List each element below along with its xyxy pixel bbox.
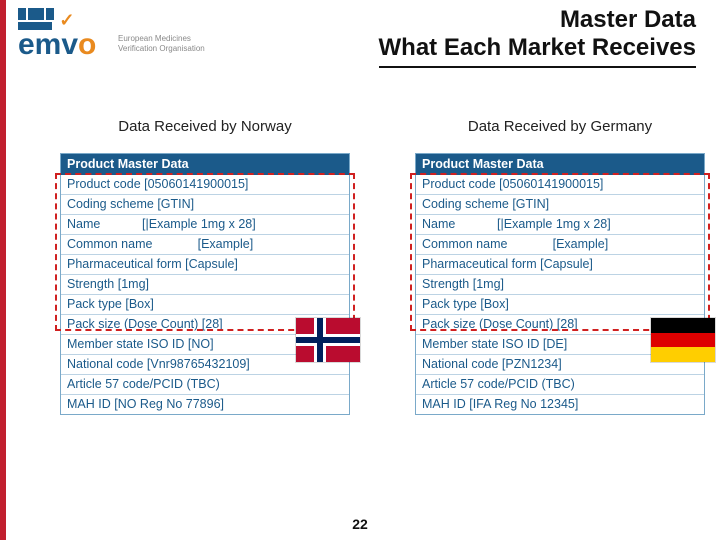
- emvo-logo: emv✓o European Medicines Verification Or…: [18, 8, 218, 68]
- column-germany: Data Received by Germany Product Master …: [415, 118, 705, 415]
- data-row: Common name [Example]: [61, 234, 349, 254]
- data-row: Pharmaceutical form [Capsule]: [61, 254, 349, 274]
- slide-title: Master Data What Each Market Receives: [379, 6, 696, 68]
- data-row: Coding scheme [GTIN]: [416, 194, 704, 214]
- box-header-germany: Product Master Data: [416, 154, 704, 175]
- data-row: Name [|Example 1mg x 28]: [416, 214, 704, 234]
- left-red-bar: [0, 0, 6, 540]
- data-row: Strength [1mg]: [61, 274, 349, 294]
- title-line-2: What Each Market Receives: [379, 34, 696, 62]
- column-title-germany: Data Received by Germany: [415, 118, 705, 135]
- data-row: Name [|Example 1mg x 28]: [61, 214, 349, 234]
- data-row: MAH ID [IFA Reg No 12345]: [416, 394, 704, 414]
- logo-blue-bars: [18, 8, 54, 20]
- data-row: Product code [05060141900015]: [61, 175, 349, 194]
- data-row: Article 57 code/PCID (TBC): [416, 374, 704, 394]
- data-row: Product code [05060141900015]: [416, 175, 704, 194]
- flag-norway: [296, 318, 360, 362]
- logo-subtitle: European Medicines Verification Organisa…: [118, 34, 205, 54]
- data-row: MAH ID [NO Reg No 77896]: [61, 394, 349, 414]
- box-germany: Product Master Data Product code [050601…: [415, 153, 705, 415]
- data-row: Pack type [Box]: [416, 294, 704, 314]
- data-row: Pack type [Box]: [61, 294, 349, 314]
- data-row: Pharmaceutical form [Capsule]: [416, 254, 704, 274]
- data-row: Coding scheme [GTIN]: [61, 194, 349, 214]
- box-norway: Product Master Data Product code [050601…: [60, 153, 350, 415]
- data-row: Strength [1mg]: [416, 274, 704, 294]
- box-header-norway: Product Master Data: [61, 154, 349, 175]
- flag-germany: [651, 318, 715, 362]
- title-underline: [379, 66, 696, 68]
- data-row: Common name [Example]: [416, 234, 704, 254]
- column-norway: Data Received by Norway Product Master D…: [60, 118, 350, 415]
- column-title-norway: Data Received by Norway: [60, 118, 350, 135]
- title-line-1: Master Data: [379, 6, 696, 34]
- data-row: Article 57 code/PCID (TBC): [61, 374, 349, 394]
- page-number: 22: [0, 516, 720, 532]
- logo-text: emv✓o: [18, 28, 96, 62]
